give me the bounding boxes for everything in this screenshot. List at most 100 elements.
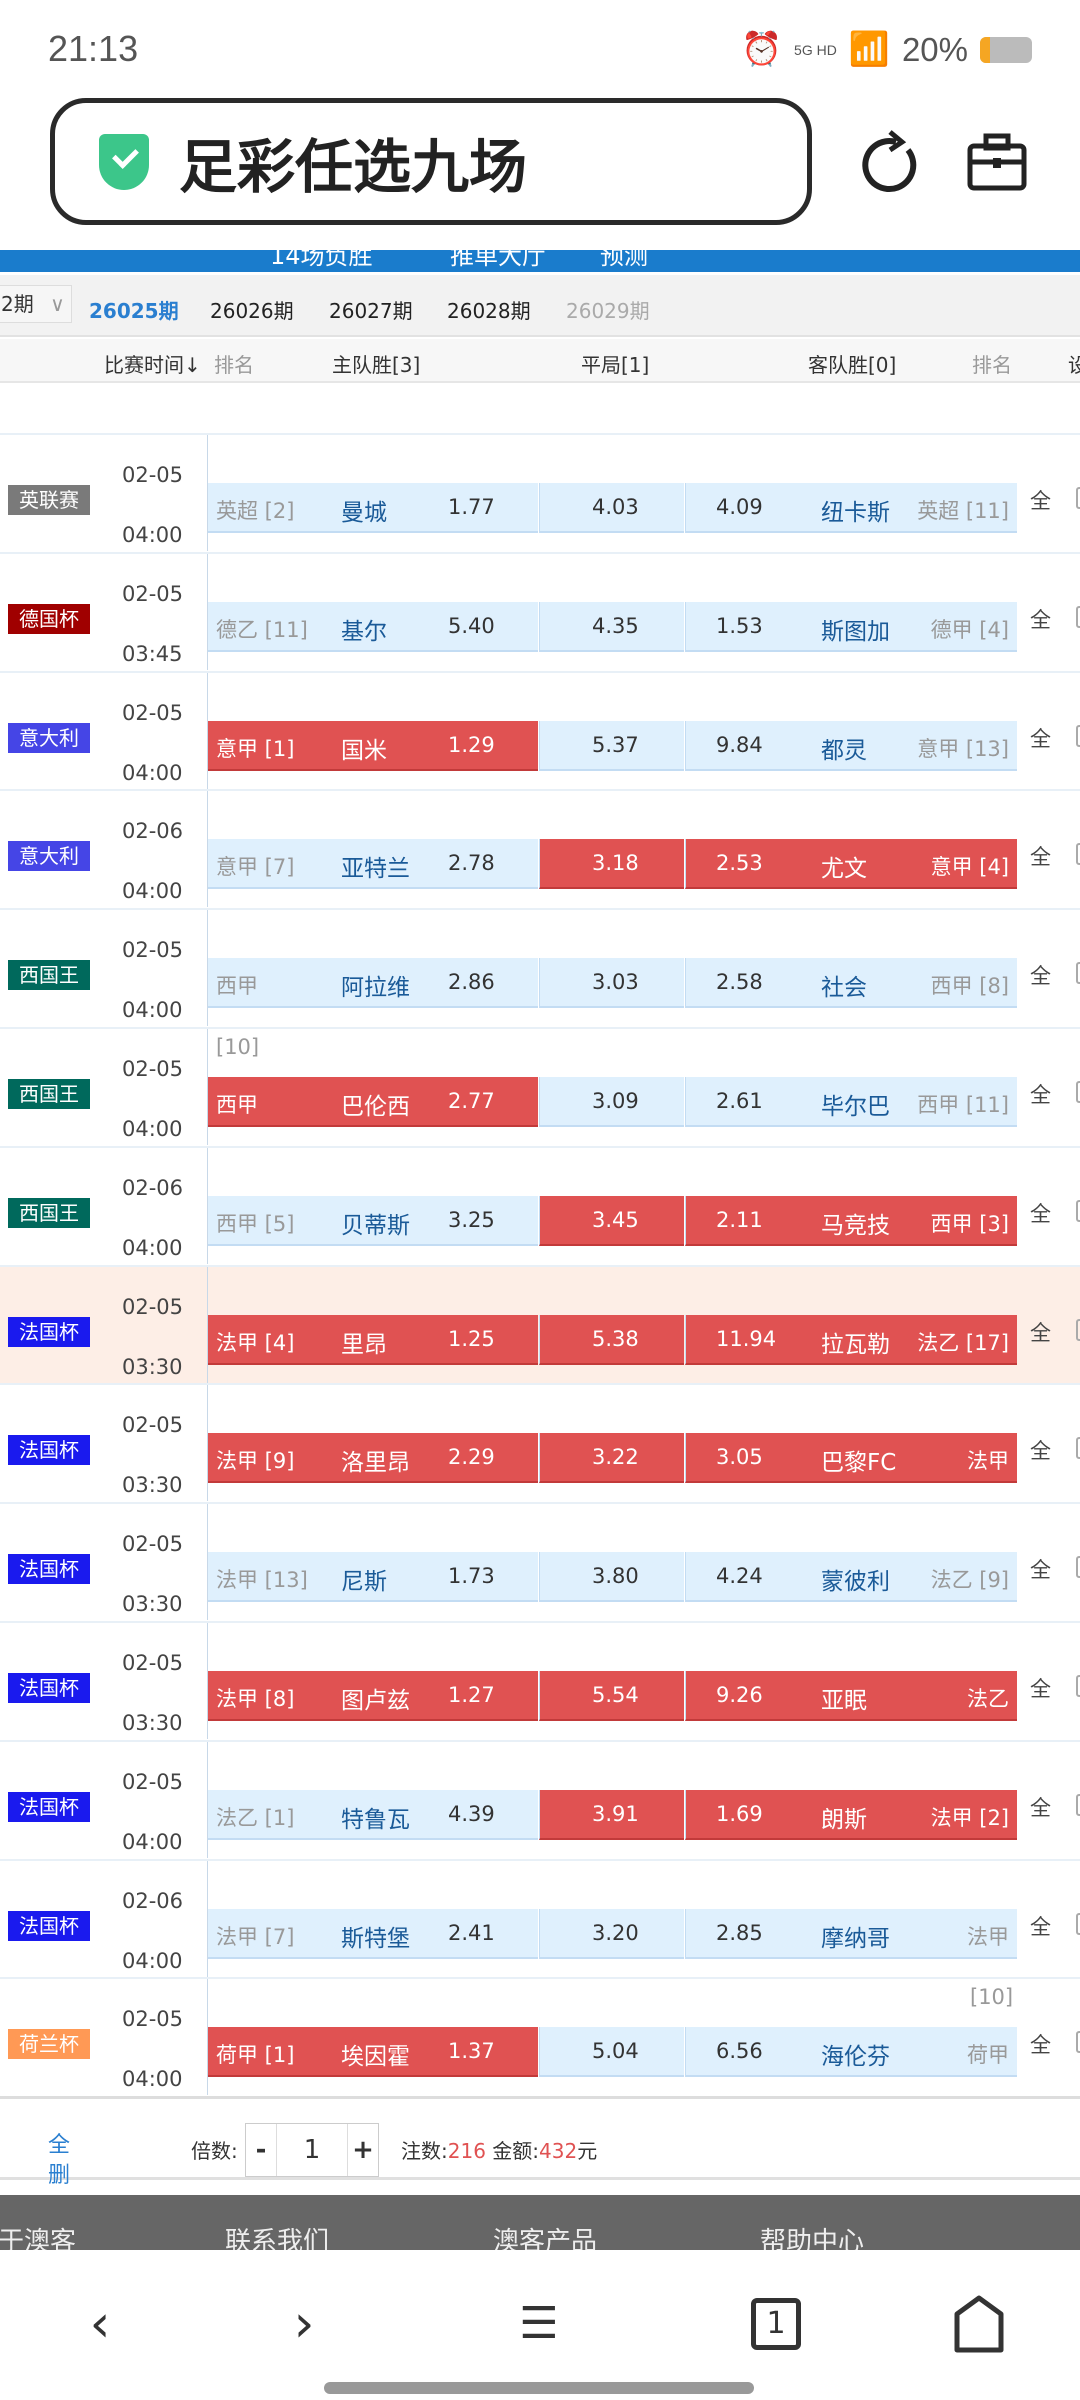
clear-all-button[interactable]: 全删 — [48, 2133, 71, 2188]
select-all-button[interactable]: 全 — [1030, 607, 1051, 632]
draw-option[interactable]: 4.35 — [539, 601, 684, 652]
away-win-option[interactable]: 6.56 海伦芬 荷甲 — [685, 2027, 1017, 2078]
refresh-icon[interactable] — [856, 128, 920, 196]
match-checkbox[interactable] — [1076, 1199, 1080, 1222]
address-bar[interactable]: 足彩任选九场 — [50, 98, 812, 225]
home-rank: 荷甲 [1] — [216, 2043, 295, 2068]
home-win-option[interactable]: 意甲 [1] 国米 1.29 — [208, 720, 538, 771]
tab-period[interactable]: 26025期 — [89, 299, 179, 323]
away-win-option[interactable]: 2.61 毕尔巴 西甲 [11] — [685, 1077, 1017, 1127]
select-all-button[interactable]: 全 — [1030, 489, 1051, 513]
home-win-option[interactable]: 法甲 [8] 图卢兹 1.27 — [208, 1671, 538, 1721]
select-all-button[interactable]: 全 — [1030, 1677, 1051, 1701]
away-win-option[interactable]: 3.05 巴黎FC 法甲 — [685, 1433, 1017, 1484]
home-rank: 意甲 [7] — [216, 855, 295, 880]
select-all-button[interactable]: 全 — [1030, 1083, 1051, 1107]
tab-period[interactable]: 26028期 — [447, 299, 531, 323]
divider — [207, 1860, 208, 1977]
select-all-button[interactable]: 全 — [1030, 2033, 1051, 2058]
match-checkbox[interactable] — [1076, 1318, 1080, 1341]
match-checkbox[interactable] — [1076, 1675, 1080, 1697]
home-icon[interactable] — [949, 2294, 1009, 2354]
nav-item[interactable]: 推单大厅 — [450, 250, 546, 270]
select-all-button[interactable]: 全 — [1030, 726, 1051, 751]
match-checkbox[interactable] — [1076, 1081, 1080, 1103]
menu-icon[interactable]: ☰ — [519, 2298, 559, 2349]
minus-button[interactable]: - — [255, 2135, 267, 2165]
home-win-option[interactable]: 西甲 [5] 贝蒂斯 3.25 — [208, 1195, 538, 1246]
match-checkbox[interactable] — [1076, 2031, 1080, 2054]
away-win-option[interactable]: 2.85 摩纳哥 法甲 — [685, 1908, 1017, 1959]
match-checkbox[interactable] — [1076, 605, 1080, 628]
match-checkbox[interactable] — [1076, 1437, 1080, 1460]
back-icon[interactable]: ‹ — [89, 2294, 111, 2354]
nav-item[interactable]: 14场负胜 — [270, 250, 373, 270]
draw-option[interactable]: 3.20 — [539, 1908, 684, 1959]
home-win-option[interactable]: 英超 [2] 曼城 1.77 — [208, 483, 538, 533]
away-win-option[interactable]: 2.53 尤文 意甲 [4] — [685, 839, 1017, 890]
header-time[interactable]: 比赛时间↓ — [104, 353, 201, 377]
draw-option[interactable]: 3.03 — [539, 958, 684, 1009]
select-all-button[interactable]: 全 — [1030, 1914, 1051, 1939]
home-win-option[interactable]: 法乙 [1] 特鲁瓦 4.39 — [208, 1789, 538, 1840]
draw-option[interactable]: 4.03 — [539, 483, 684, 533]
select-all-button[interactable]: 全 — [1030, 964, 1051, 989]
tabs-icon[interactable]: 1 — [751, 2298, 801, 2350]
draw-option[interactable]: 3.91 — [539, 1789, 684, 1840]
draw-option[interactable]: 5.38 — [539, 1314, 684, 1365]
select-all-button[interactable]: 全 — [1030, 845, 1051, 870]
away-win-option[interactable]: 9.84 都灵 意甲 [13] — [685, 720, 1017, 771]
forward-icon[interactable]: › — [293, 2294, 315, 2354]
draw-option[interactable]: 3.45 — [539, 1195, 684, 1246]
home-win-option[interactable]: 德乙 [11] 基尔 5.40 — [208, 601, 538, 652]
footer-link[interactable]: 关于澳客 — [0, 2227, 77, 2250]
match-checkbox[interactable] — [1076, 724, 1080, 747]
match-checkbox[interactable] — [1076, 1912, 1080, 1935]
draw-option[interactable]: 5.04 — [539, 2027, 684, 2078]
match-checkbox[interactable] — [1076, 487, 1080, 509]
away-win-option[interactable]: 4.09 纽卡斯 英超 [11] — [685, 483, 1017, 533]
footer-link[interactable]: 澳客产品 — [493, 2227, 598, 2250]
footer-link[interactable]: 帮助中心 — [760, 2227, 865, 2250]
home-indicator[interactable] — [324, 2382, 754, 2394]
draw-option[interactable]: 5.54 — [539, 1671, 684, 1721]
match-checkbox[interactable] — [1076, 1556, 1080, 1579]
tab-period[interactable]: 26027期 — [329, 299, 413, 323]
away-win-option[interactable]: 9.26 亚眠 法乙 — [685, 1671, 1017, 1721]
home-win-option[interactable]: 法甲 [13] 尼斯 1.73 — [208, 1552, 538, 1603]
draw-option[interactable]: 3.18 — [539, 839, 684, 890]
away-win-option[interactable]: 1.69 朗斯 法甲 [2] — [685, 1789, 1017, 1840]
plus-button[interactable]: + — [352, 2135, 374, 2165]
draw-option[interactable]: 3.80 — [539, 1552, 684, 1603]
period-select[interactable]: 2期 ∨ — [0, 285, 72, 323]
nav-item[interactable]: 预测 — [600, 250, 648, 270]
match-checkbox[interactable] — [1076, 843, 1080, 866]
multiple-input[interactable]: 1 — [276, 2124, 348, 2176]
match-checkbox[interactable] — [1076, 1793, 1080, 1816]
home-win-option[interactable]: 法甲 [4] 里昂 1.25 — [208, 1314, 538, 1365]
draw-option[interactable]: 3.09 — [539, 1077, 684, 1127]
select-all-button[interactable]: 全 — [1030, 1439, 1051, 1464]
away-win-option[interactable]: 11.94 拉瓦勒 法乙 [17] — [685, 1314, 1017, 1365]
match-checkbox[interactable] — [1076, 962, 1080, 985]
home-win-option[interactable]: 法甲 [9] 洛里昂 2.29 — [208, 1433, 538, 1484]
away-win-option[interactable]: 2.58 社会 西甲 [8] — [685, 958, 1017, 1009]
home-win-option[interactable]: 西甲 阿拉维 2.86 — [208, 958, 538, 1009]
away-win-option[interactable]: 1.53 斯图加 德甲 [4] — [685, 601, 1017, 652]
draw-option[interactable]: 5.37 — [539, 720, 684, 771]
select-all-button[interactable]: 全 — [1030, 1558, 1051, 1583]
select-all-button[interactable]: 全 — [1030, 1201, 1051, 1226]
footer-link[interactable]: 联系我们 — [225, 2227, 330, 2250]
toolbox-icon[interactable] — [966, 132, 1028, 194]
home-win-option[interactable]: 法甲 [7] 斯特堡 2.41 — [208, 1908, 538, 1959]
select-all-button[interactable]: 全 — [1030, 1320, 1051, 1345]
tab-period[interactable]: 26026期 — [210, 299, 294, 323]
draw-option[interactable]: 3.22 — [539, 1433, 684, 1484]
away-win-option[interactable]: 4.24 蒙彼利 法乙 [9] — [685, 1552, 1017, 1603]
select-all-button[interactable]: 全 — [1030, 1795, 1051, 1820]
divider — [207, 1623, 208, 1739]
away-win-option[interactable]: 2.11 马竞技 西甲 [3] — [685, 1195, 1017, 1246]
home-win-option[interactable]: 意甲 [7] 亚特兰 2.78 — [208, 839, 538, 890]
home-win-option[interactable]: 西甲 巴伦西 2.77 — [208, 1077, 538, 1127]
home-win-option[interactable]: 荷甲 [1] 埃因霍 1.37 — [208, 2027, 538, 2078]
